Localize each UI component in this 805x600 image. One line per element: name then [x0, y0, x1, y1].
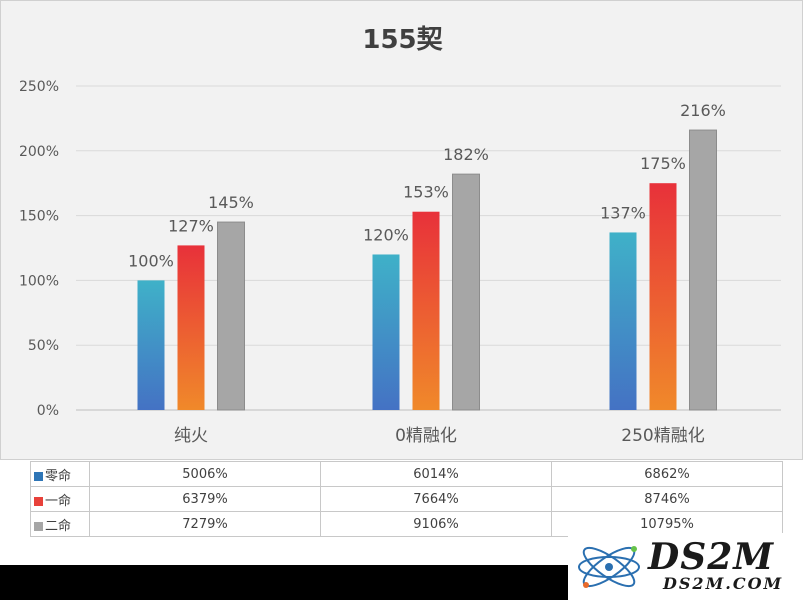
table-cell: 10795%	[551, 511, 783, 537]
table-cell: 9106%	[320, 511, 552, 537]
data-label: 153%	[403, 183, 449, 202]
watermark-sub-text: DS2M.COM	[663, 574, 784, 593]
bar	[137, 280, 165, 410]
bar	[412, 211, 440, 410]
table-row: 一命 6379% 7664% 8746%	[30, 486, 783, 512]
y-tick-label: 50%	[28, 338, 59, 354]
series-label: 零命	[45, 468, 72, 484]
legend-swatch	[34, 496, 43, 506]
atom-logo-icon	[578, 546, 640, 588]
data-label: 120%	[363, 225, 409, 244]
table-cell: 5006%	[89, 461, 321, 487]
data-label: 175%	[640, 154, 686, 173]
data-label: 216%	[680, 101, 726, 120]
table-cell: 7279%	[89, 511, 321, 537]
table-row: 二命 7279% 9106% 10795%	[30, 511, 783, 537]
series-label-cell: 零命	[30, 461, 90, 487]
series-label-cell: 二命	[30, 511, 90, 537]
x-tick-label: 250精融化	[621, 426, 704, 446]
table-row: 零命 5006% 6014% 6862%	[30, 461, 783, 487]
bar	[609, 232, 637, 410]
bar	[689, 129, 717, 411]
data-label: 127%	[168, 216, 214, 235]
bar-chart: 0% 50% 100% 150% 200% 250% 100% 127% 145% 纯火 120% 1…	[19, 79, 781, 446]
x-tick-label: 纯火	[174, 426, 208, 446]
bar	[452, 173, 480, 411]
table-cell: 6862%	[551, 461, 783, 487]
chart-title: 155契	[362, 25, 443, 55]
y-tick-label: 150%	[19, 209, 59, 225]
x-tick-label: 0精融化	[395, 426, 457, 446]
data-table: 零命 5006% 6014% 6862% 一命 6379% 7664% 8746% 二命 7279…	[30, 461, 783, 537]
y-tick-label: 250%	[19, 79, 59, 95]
legend-swatch	[34, 471, 43, 481]
bar	[372, 254, 400, 410]
data-label: 145%	[208, 193, 254, 212]
series-label: 一命	[45, 493, 72, 509]
y-tick-label: 200%	[19, 144, 59, 160]
data-label: 182%	[443, 145, 489, 164]
legend-swatch	[34, 521, 43, 531]
y-tick-label: 0%	[37, 403, 59, 419]
chart-panel: 155契 0% 50% 100% 150% 200% 250% 100% 127% 145% 纯火…	[0, 0, 803, 460]
series-label: 二命	[45, 518, 72, 534]
data-label: 137%	[600, 203, 646, 222]
table-cell: 6379%	[89, 486, 321, 512]
watermark: DS2M DS2M.COM	[568, 533, 805, 600]
bar	[217, 221, 245, 411]
bar	[649, 183, 677, 410]
series-label-cell: 一命	[30, 486, 90, 512]
watermark-main-text: DS2M	[648, 536, 775, 578]
data-label: 100%	[128, 251, 174, 270]
y-tick-label: 100%	[19, 273, 59, 289]
table-cell: 7664%	[320, 486, 552, 512]
bar	[177, 245, 205, 410]
table-cell: 8746%	[551, 486, 783, 512]
table-cell: 6014%	[320, 461, 552, 487]
